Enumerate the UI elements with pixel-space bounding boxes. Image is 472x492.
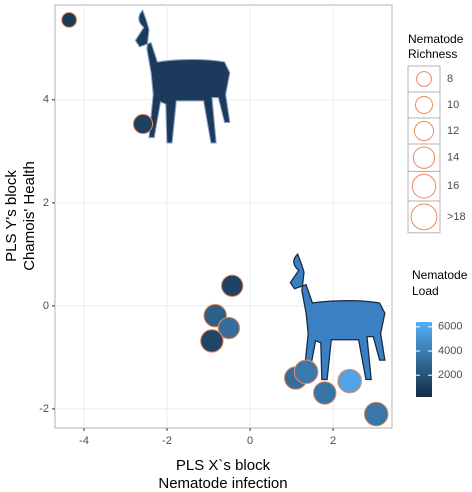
point: [337, 368, 362, 394]
legend-symbol: [412, 146, 436, 169]
legend-title: Nematode: [408, 32, 464, 46]
point: [61, 12, 78, 28]
legend-label: 16: [447, 180, 459, 192]
chamois-icon: [134, 9, 231, 144]
chamois-icon: [289, 252, 386, 381]
point: [313, 381, 337, 405]
y-tick-label: 2: [43, 197, 49, 209]
legend-label: 4000: [438, 345, 462, 357]
legend-key: [407, 91, 441, 119]
legend-key: [407, 143, 441, 172]
x-tick-label: 2: [330, 435, 336, 447]
y-tick-label: 4: [43, 94, 49, 106]
point: [221, 274, 244, 297]
legend-label: 2000: [438, 369, 462, 381]
x-tick-label: 0: [247, 435, 253, 447]
point: [132, 113, 154, 135]
legend-key: [407, 65, 441, 93]
point: [293, 359, 319, 385]
y-axis-title: Chamois' Health: [21, 161, 38, 271]
x-axis-title: PLS X`s block: [176, 457, 271, 474]
legend-label: >18: [447, 211, 466, 223]
legend-symbol: [413, 120, 435, 142]
x-tick-label: -4: [79, 435, 89, 447]
x-axis-title: Nematode infection: [158, 475, 287, 492]
legend-label: 12: [447, 125, 459, 137]
y-tick-label: 0: [43, 300, 49, 312]
legend-label: 8: [447, 73, 453, 85]
x-tick-label: -2: [162, 435, 172, 447]
y-tick-label: -2: [39, 403, 49, 415]
point: [363, 401, 389, 427]
legend-title: Nematode: [412, 268, 468, 282]
legend-label: 10: [447, 99, 459, 111]
colorbar: [416, 322, 432, 397]
legend-symbol: [416, 71, 432, 87]
legend-label: 14: [447, 152, 459, 164]
legend-title: Richness: [408, 47, 457, 61]
legend-symbol: [410, 203, 438, 231]
legend-key: [407, 200, 441, 234]
legend-key: [407, 170, 441, 202]
legend-label: 6000: [438, 321, 462, 333]
y-axis-title: PLS Y's block: [3, 170, 20, 262]
point: [200, 329, 224, 353]
legend-symbol: [415, 96, 433, 114]
points: [61, 12, 389, 427]
legend-title: Load: [412, 284, 439, 298]
point: [217, 316, 241, 340]
legend-symbol: [411, 173, 437, 199]
